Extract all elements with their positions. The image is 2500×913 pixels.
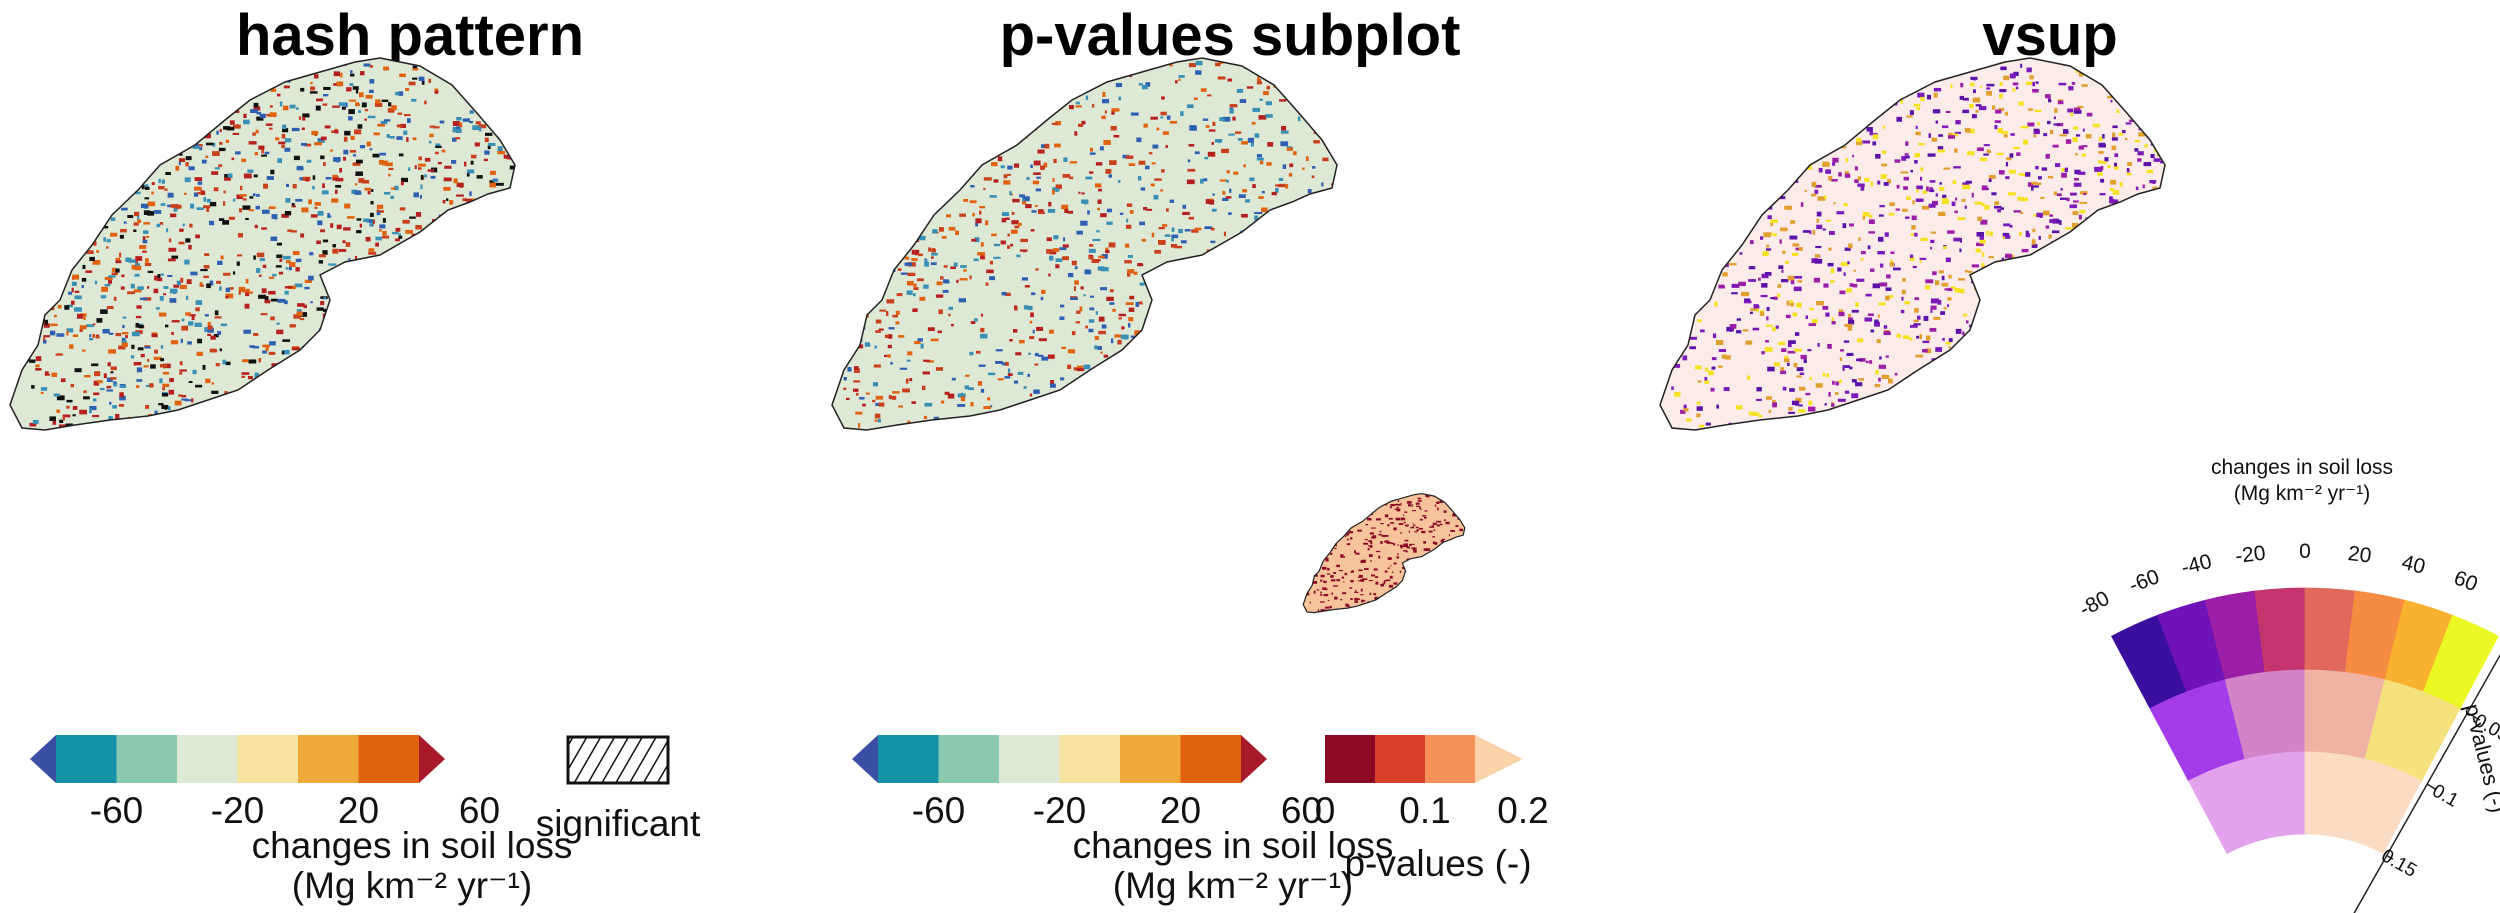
vsup-legend-title-line2: (Mg km⁻² yr⁻¹) (2234, 482, 2370, 505)
panel-title-vsup: vsup (1982, 3, 2118, 68)
legend2-title-line1: changes in soil loss (1073, 825, 1394, 866)
legend-changes-soil-loss-2: -60 -20 20 60 (852, 735, 1322, 831)
colorbar-tick-label: -60 (90, 790, 143, 831)
legend1-title-line1: changes in soil loss (252, 825, 573, 866)
colorbar-segment (999, 735, 1060, 783)
vsup-x-tick: 20 (2347, 542, 2373, 568)
hatch-label: significant (536, 803, 701, 844)
legend-vsup: -80-60-40-2002040608000.050.10.150.2 (2076, 540, 2500, 913)
pvalue-tick-label: 0 (1315, 790, 1336, 831)
vsup-x-tick: -20 (2234, 542, 2267, 569)
panel-title-pvalues: p-values subplot (999, 3, 1461, 68)
inset-fill (1303, 493, 1465, 613)
basin-outline (9, 57, 516, 431)
legend-changes-soil-loss-1: -60 -20 20 60 (30, 735, 500, 831)
pvalue-legend-title: p-values (-) (1344, 843, 1531, 884)
basin-fill (1660, 58, 2165, 430)
vsup-y-tick-mark (2426, 783, 2437, 791)
vsup-x-tick: 60 (2451, 566, 2481, 596)
pvalue-tick-label: 0.2 (1497, 790, 1548, 831)
colorbar-segment (298, 735, 359, 783)
vsup-x-tick: -80 (2076, 587, 2114, 622)
vsup-x-tick: -60 (2126, 565, 2163, 597)
map-pvalues-subplot (831, 57, 1338, 431)
panel-title-hash: hash pattern (235, 3, 585, 68)
vsup-x-tick: 40 (2399, 551, 2427, 579)
colorbar-segment (878, 735, 939, 783)
colorbar-arrow-high (1241, 735, 1267, 783)
inset-outline (1302, 492, 1466, 614)
pvalue-arrow (1475, 735, 1523, 783)
pvalue-segment (1375, 735, 1426, 783)
colorbar-segment (1180, 735, 1242, 783)
colorbar-segment (1059, 735, 1121, 783)
pvalue-segment (1325, 735, 1376, 783)
colorbar-arrow-low (30, 735, 56, 783)
vsup-y-tick: 0.15 (2378, 845, 2421, 881)
basin-fill (832, 58, 1337, 430)
map-hash-pattern (9, 57, 516, 431)
legend-pvalues: 0 0.1 0.2 (1315, 735, 1549, 831)
vsup-y-tick: 0.1 (2429, 780, 2462, 811)
colorbar-segment (358, 735, 420, 783)
vsup-cell (2304, 751, 2422, 854)
pvalue-segment (1425, 735, 1476, 783)
colorbar-segment (177, 735, 238, 783)
colorbar-tick-label: 60 (459, 790, 500, 831)
colorbar-tick-label: 20 (1160, 790, 1201, 831)
legend2-title-line2: (Mg km⁻² yr⁻¹) (1113, 865, 1353, 906)
colorbar-segment (116, 735, 178, 783)
vsup-x-tick: -40 (2179, 550, 2214, 580)
colorbar-tick-label: -20 (211, 790, 264, 831)
basin-outline (831, 57, 1338, 431)
colorbar-segment (938, 735, 1000, 783)
colorbar-tick-label: -60 (912, 790, 965, 831)
colorbar-segment (237, 735, 299, 783)
vsup-y-tick-mark (2467, 712, 2481, 721)
colorbar-segment (56, 735, 117, 783)
map-pvalues-inset (1302, 492, 1466, 614)
vsup-x-tick: 0 (2299, 540, 2311, 563)
colorbar-segment (1120, 735, 1181, 783)
legend1-title-line2: (Mg km⁻² yr⁻¹) (292, 865, 532, 906)
colorbar-arrow-high (419, 735, 445, 783)
colorbar-arrow-low (852, 735, 878, 783)
colorbar-tick-label: 60 (1281, 790, 1322, 831)
colorbar-tick-label: -20 (1033, 790, 1086, 831)
vsup-legend-title-line1: changes in soil loss (2211, 456, 2393, 479)
basin-outline (1659, 57, 2166, 431)
basin-fill (10, 58, 515, 430)
vsup-y-tick-mark (2386, 854, 2394, 860)
pvalue-tick-label: 0.1 (1399, 790, 1450, 831)
colorbar-tick-label: 20 (338, 790, 379, 831)
map-vsup (1659, 57, 2166, 431)
hatch-swatch (566, 735, 670, 785)
